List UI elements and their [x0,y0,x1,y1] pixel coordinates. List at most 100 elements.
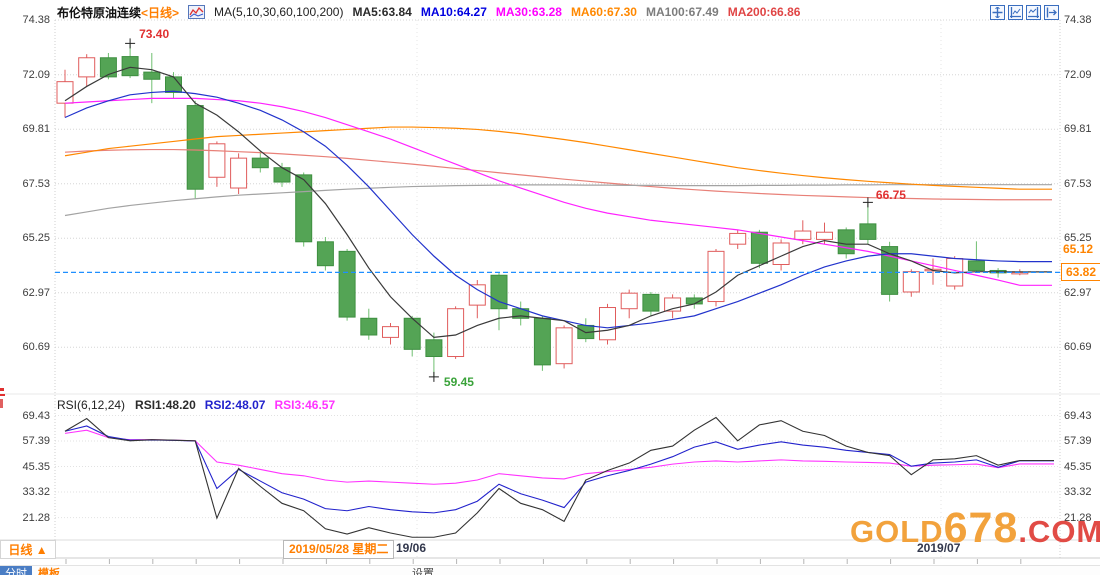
rsi-settings-label: RSI(6,12,24) [57,398,126,412]
candle[interactable] [425,339,443,358]
candles-group[interactable] [56,43,1029,377]
candle[interactable] [143,71,161,80]
ma-line-ma60 [64,126,1052,190]
candle[interactable] [338,250,356,318]
rsi-header: RSI(6,12,24) RSI1:48.20 RSI2:48.07 RSI3:46… [57,398,344,412]
ma-ma60-value: MA60:67.30 [570,5,637,19]
candle[interactable] [816,231,833,240]
candle[interactable] [729,232,747,245]
candle[interactable] [382,326,399,338]
rsi-axis-label-left: 21.28 [22,511,50,524]
bottom-toolbar-partial: 分时 模板 设置 [0,565,1100,575]
rsi-axis-label-left: 33.32 [22,486,50,499]
crosshair-date-tooltip: 2019/05/28 星期二 [283,540,395,559]
ma-line-ma200 [64,148,1052,201]
ma-line-ma100 [64,184,1052,217]
candle[interactable] [902,271,920,293]
ma-settings-label: MA(5,10,30,60,100,200) [214,5,344,19]
candle[interactable] [78,57,96,78]
rsi-axis-label-right: 33.32 [1064,486,1092,499]
last-price-badge: 63.82 [1061,263,1100,282]
candle[interactable] [750,231,768,264]
watermark-com: .COM [1018,514,1100,549]
watermark-gold: GOLD [850,514,944,549]
candle[interactable] [316,241,334,267]
chart-header: 布伦特原油连续<日线> MA(5,10,30,60,100,200) MA5:6… [57,3,809,21]
candle[interactable] [121,56,139,77]
watermark-gold678: GOLD 678 .COM [850,504,1100,553]
ma-ma5-value: MA5:63.84 [352,5,412,19]
candle[interactable] [251,157,269,169]
candle[interactable] [794,230,812,240]
month-label-july: 2019/07 [917,541,961,555]
candle[interactable] [56,81,74,104]
candle[interactable] [273,167,291,183]
rsi-line-rsi3 [64,429,1054,485]
candle[interactable] [881,246,899,295]
ma-line-ma5 [64,66,1052,339]
right-axis-chart-icon[interactable] [1026,5,1041,20]
rsi-axis-label-right: 45.35 [1064,460,1092,473]
candle[interactable] [642,293,660,312]
candle[interactable] [620,292,638,310]
candle[interactable] [186,105,204,190]
period-tab-daily[interactable]: 日线 ▲ [0,540,56,559]
bottom-tab-settings[interactable]: 设置 [412,568,434,575]
rsi-rsi2-value: RSI2:48.07 [204,398,266,412]
ma-ma100-value: MA100:67.49 [645,5,719,19]
rsi-axis-label-right: 57.39 [1064,435,1092,448]
candle[interactable] [967,260,985,271]
candle[interactable] [859,223,877,240]
candle[interactable] [447,308,465,358]
candle[interactable] [555,327,573,365]
price-axis-label-right: 69.81 [1064,123,1092,136]
price-axis-label-right: 60.69 [1064,341,1092,354]
bottom-tab-intraday[interactable]: 分时 [0,566,32,575]
marker-session-high [125,38,136,49]
price-axis-label-right: 74.38 [1064,14,1092,26]
rsi-axis-label-left: 57.39 [22,435,50,448]
ma-ma200-value: MA200:66.86 [727,5,801,19]
price-axis-label-right: 65.25 [1064,232,1092,245]
candle[interactable] [837,229,855,255]
rsi-line-rsi1 [64,416,1054,538]
candle[interactable] [533,317,551,366]
marker-session-low [428,371,439,382]
price-axis-label-left: 60.69 [22,341,50,354]
candle[interactable] [99,57,117,78]
price-axis-label-left: 65.25 [22,232,50,245]
ma-ma30-value: MA30:63.28 [495,5,562,19]
rsi-rsi3-value: RSI3:46.57 [274,398,336,412]
ma-ma10-value: MA10:64.27 [420,5,487,19]
candle[interactable] [772,242,790,265]
chart-type-icon[interactable] [188,5,206,19]
rsi-axis-label-right: 69.43 [1064,409,1092,422]
candle[interactable] [490,274,508,310]
price-axis-label-left: 67.53 [22,177,50,190]
annotation-swing-high: 66.75 [875,188,906,203]
left-axis-chart-icon[interactable] [1008,5,1023,20]
bottom-tab-template[interactable]: 模板 [38,568,60,575]
candle[interactable] [295,174,313,243]
candle[interactable] [230,157,248,189]
candle[interactable] [165,76,182,93]
price-axis-label-right: 72.09 [1064,68,1092,81]
exit-right-icon[interactable] [1044,5,1059,20]
candle[interactable] [208,143,226,178]
price-axis-label-right: 67.53 [1064,177,1092,190]
chart-toolbar [990,5,1059,20]
candle[interactable] [360,317,378,336]
ma-values-group: MA5:63.84 MA10:64.27 MA30:63.28 MA60:67.30 M… [352,5,809,19]
crosshair-move-icon[interactable] [990,5,1005,20]
candle[interactable] [468,284,486,306]
rsi-values-group: RSI1:48.20 RSI2:48.07 RSI3:46.57 [135,398,344,412]
instrument-name: 布伦特原油连续 [57,5,142,20]
watermark-678: 678 [943,504,1019,552]
instrument-title: 布伦特原油连续<日线> [57,4,179,21]
candle[interactable] [707,250,725,303]
candle[interactable] [599,307,616,341]
marker-swing-high [862,197,873,208]
price-axis-label-right: 62.97 [1064,286,1092,299]
